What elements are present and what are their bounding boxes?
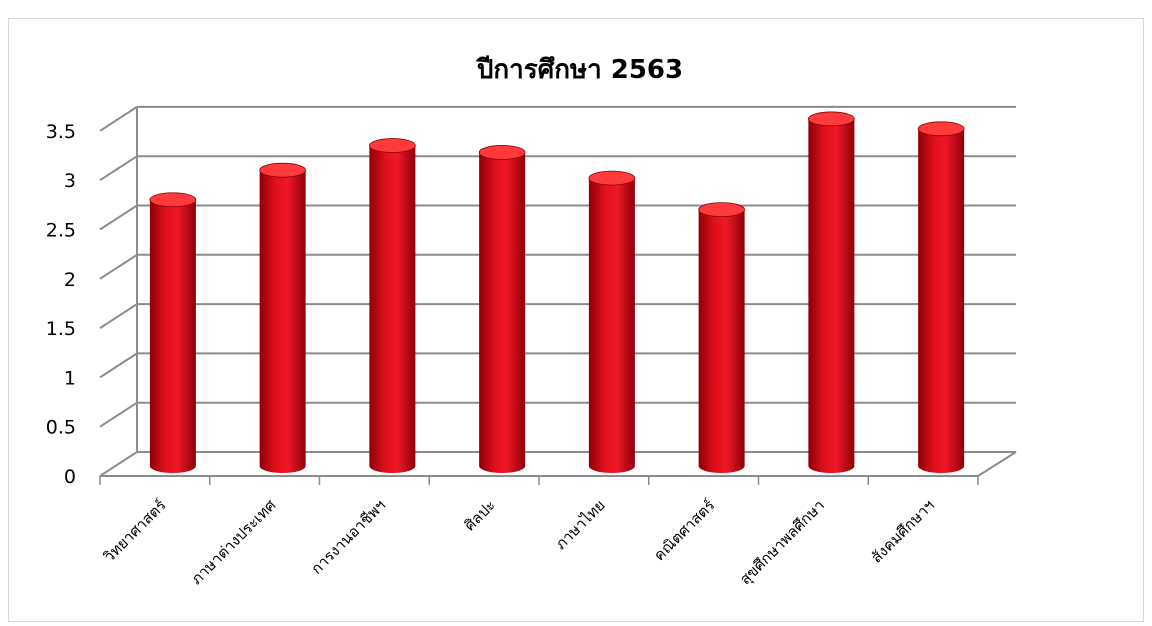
bar-body: [918, 128, 965, 474]
bar: [917, 121, 965, 474]
bar-body: [588, 178, 635, 474]
bar: [807, 111, 855, 474]
x-category-label: คณิตศาสตร์: [650, 496, 718, 564]
bar-top: [149, 192, 197, 208]
y-tick-label: 3: [64, 170, 76, 192]
y-axis-tick-labels: 0 0.5 1 1.5 2 2.5 3 3.5: [46, 121, 76, 488]
bar-top: [478, 145, 526, 160]
bar-top: [917, 121, 965, 137]
x-category-label: ภาษาไทย: [552, 496, 609, 553]
y-tick-label: 0.5: [46, 417, 76, 439]
gridlines: [99, 105, 1016, 477]
gridline-diagonal: [99, 401, 138, 428]
gridline-diagonal: [99, 155, 138, 182]
bar: [368, 138, 416, 474]
axes: [99, 106, 1017, 485]
y-tick-label: 3.5: [46, 121, 76, 143]
chart-title: ปีการศึกษา 2563: [476, 55, 683, 85]
x-axis-category-labels: วิทยาศาสตร์ ภาษาต่างประเทศ การงานอาชีพฯ ศิล…: [100, 496, 938, 589]
y-tick-label: 0: [64, 466, 76, 488]
x-category-label: ศิลปะ: [461, 496, 499, 534]
x-category-label: วิทยาศาสตร์: [100, 496, 170, 566]
bar-top: [368, 138, 416, 153]
y-tick-label: 2: [64, 269, 76, 291]
bar-top: [807, 111, 855, 127]
x-category-label: การงานอาชีพฯ: [308, 496, 390, 578]
gridline-diagonal: [99, 303, 138, 329]
y-tick-label: 1.5: [46, 318, 76, 340]
floor-right-edge: [977, 451, 1017, 477]
gridline-diagonal: [99, 352, 138, 379]
bar: [149, 192, 197, 474]
bar-body: [149, 199, 196, 474]
gridline-diagonal: [99, 451, 138, 477]
gridline-diagonal: [99, 253, 138, 280]
gridline-diagonal: [99, 106, 138, 132]
x-category-label: สังคมศึกษาฯ: [867, 496, 938, 567]
bar-body: [808, 118, 855, 474]
bar-body: [259, 170, 306, 474]
y-tick-label: 1: [64, 367, 76, 389]
bar-top: [698, 202, 746, 218]
bar-body: [369, 145, 416, 474]
x-category-label: ภาษาต่างประเทศ: [187, 496, 279, 588]
bars: [149, 111, 965, 474]
bar-body: [698, 209, 745, 474]
bar: [698, 202, 746, 474]
x-category-label: สุขศึกษาพลศึกษา: [736, 496, 829, 589]
gridline-diagonal: [99, 204, 138, 231]
bar-top: [588, 170, 636, 186]
bar: [588, 170, 636, 474]
bar: [478, 145, 526, 474]
bar: [259, 162, 307, 474]
bar-top: [259, 162, 307, 178]
bar-body: [479, 152, 526, 474]
y-tick-label: 2.5: [46, 220, 76, 242]
